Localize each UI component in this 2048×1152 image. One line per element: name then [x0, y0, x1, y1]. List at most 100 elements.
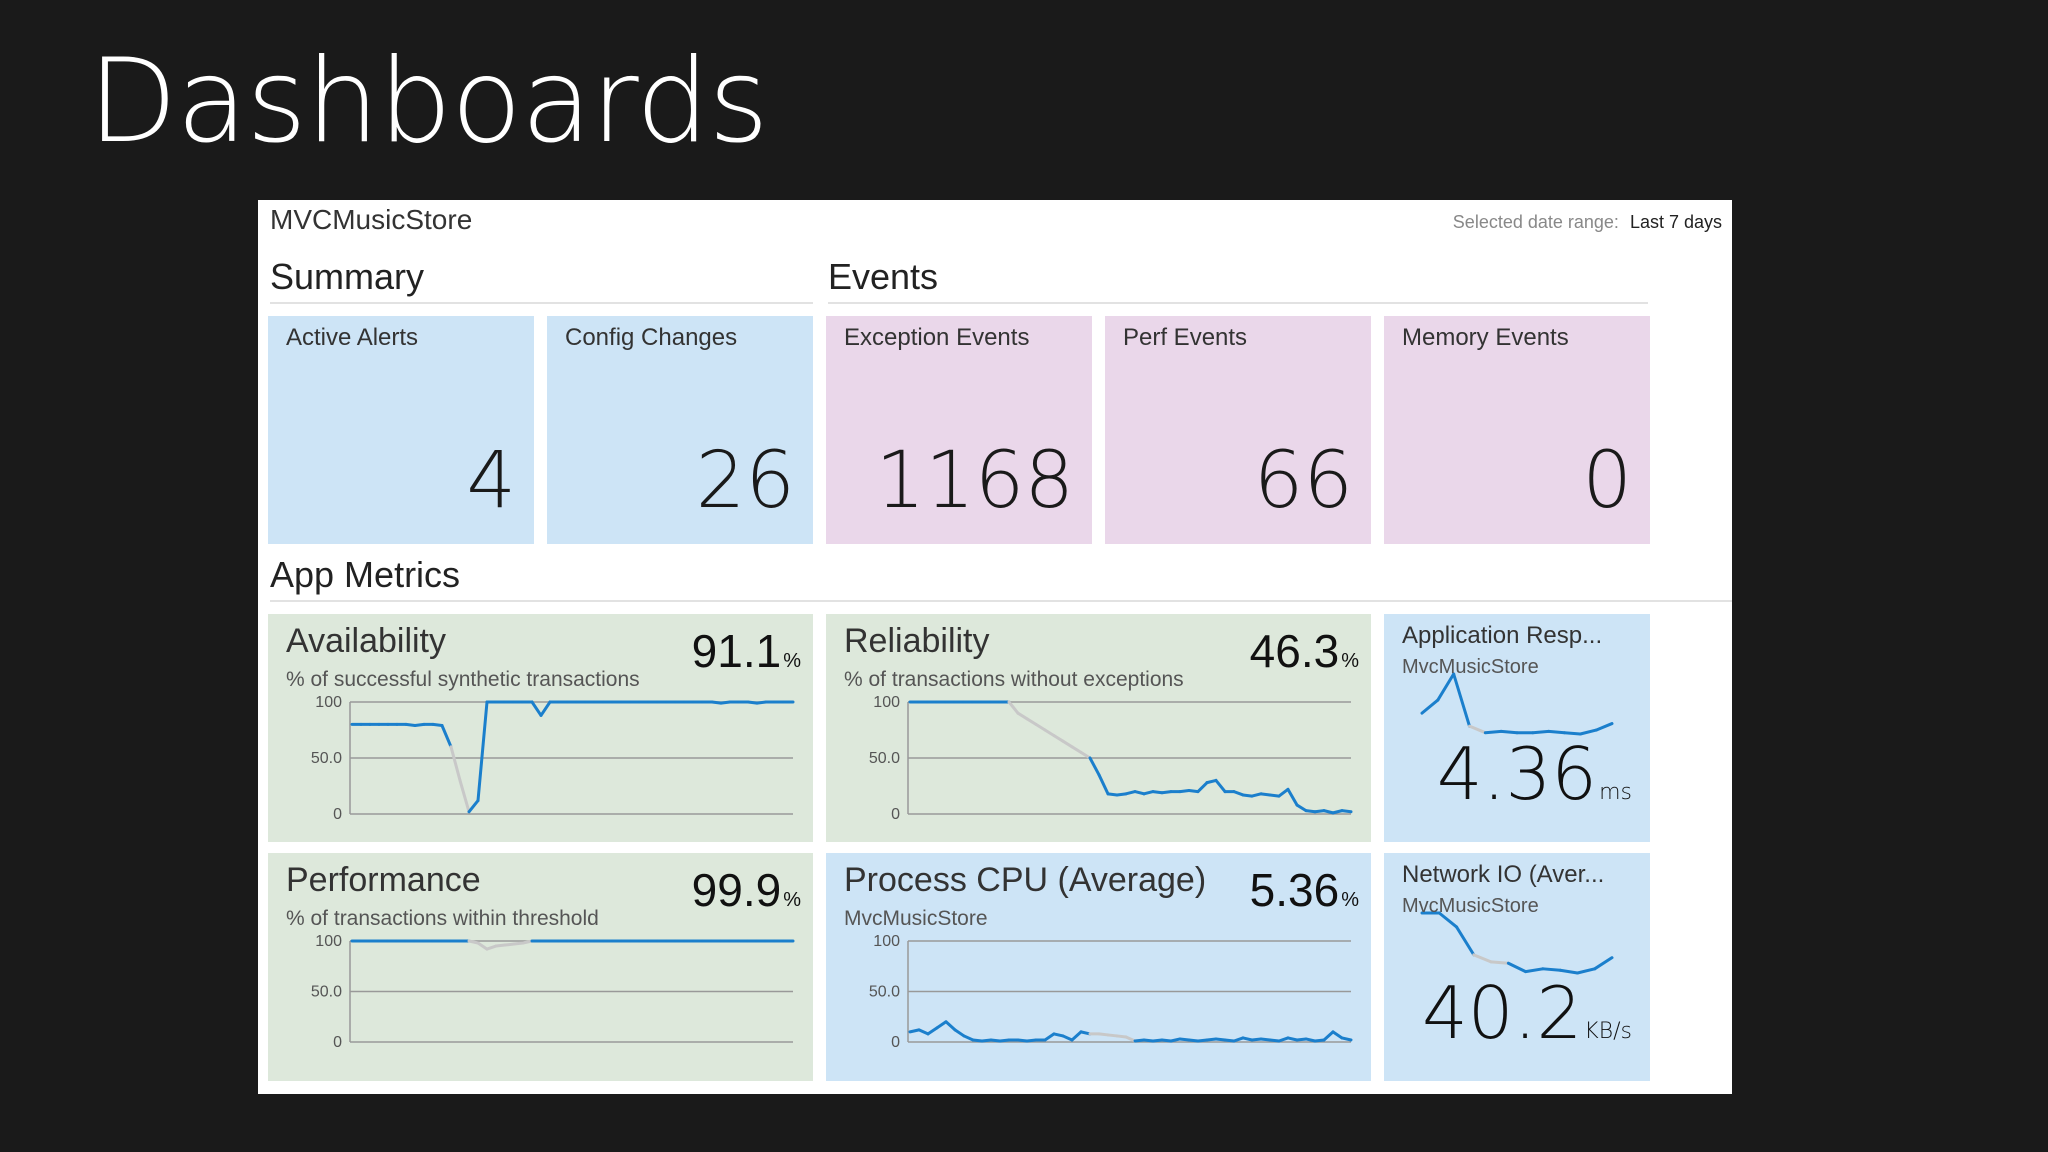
slide-title: Dashboards	[88, 34, 769, 169]
process-cpu-segment	[908, 1028, 921, 1034]
process-cpu-chart: 100 50.0 0	[869, 933, 1353, 1051]
reliability-chart: 100 50.0 0	[869, 694, 1353, 823]
reliability-segment	[1133, 790, 1146, 796]
process-cpu-segment	[1169, 1037, 1182, 1043]
network-io-sparkline	[1420, 911, 1614, 975]
network-io-segment	[1524, 967, 1545, 974]
reliability-segment	[1097, 773, 1110, 796]
tile-label: Perf Events	[1123, 324, 1248, 351]
tile-value: 1168	[875, 436, 1074, 526]
process-cpu-segment	[1124, 1035, 1137, 1043]
process-cpu-segment	[1043, 1032, 1056, 1042]
performance-chart: 100 50.0 0	[311, 933, 795, 1051]
metric-number: 46.3	[1249, 625, 1340, 677]
process-cpu-segment	[998, 1038, 1011, 1043]
process-cpu-segment	[1286, 1036, 1299, 1042]
y-tick-label: 0	[891, 1034, 900, 1051]
reliability-segment	[1070, 745, 1083, 754]
availability-segment	[530, 700, 543, 717]
tile-memory-events[interactable]: Memory Events 0	[1384, 316, 1650, 544]
tile-label: Exception Events	[844, 324, 1030, 351]
y-tick-label: 0	[333, 1034, 342, 1051]
network-io-segment	[1593, 956, 1614, 971]
reliability-segment	[1115, 792, 1128, 797]
process-cpu-segment	[1268, 1038, 1281, 1043]
reliability-segment	[1151, 790, 1164, 795]
metric-unit: %	[783, 650, 801, 672]
performance-segment	[485, 944, 498, 951]
reliability-segment	[1025, 717, 1038, 726]
process-cpu-segment	[1160, 1038, 1173, 1043]
tile-perf-events[interactable]: Perf Events 66	[1105, 316, 1371, 544]
small-tile-value: 40.2KB/s	[1422, 971, 1632, 1055]
tile-exception-events[interactable]: Exception Events 1168	[826, 316, 1092, 544]
metric-process-cpu[interactable]: 100 50.0 0 Process CPU (Average) MvcMusicS…	[826, 853, 1371, 1081]
metric-number: 99.9	[691, 864, 782, 916]
tile-application-response[interactable]: Application Resp... MvcMusicStore 4.36ms	[1384, 614, 1650, 842]
y-tick-label: 50.0	[869, 750, 900, 767]
tile-label: Config Changes	[565, 324, 738, 351]
application-response-segment	[1547, 729, 1566, 735]
metric-number: 5.36	[1249, 864, 1340, 916]
availability-segment	[404, 722, 417, 728]
y-tick-label: 50.0	[311, 984, 342, 1001]
metric-subtitle: % of successful synthetic transactions	[286, 668, 640, 691]
availability-segment	[440, 724, 453, 749]
small-tile-unit: KB/s	[1584, 1019, 1632, 1044]
process-cpu-segment	[926, 1026, 939, 1036]
process-cpu-segment	[980, 1038, 993, 1043]
reliability-segment	[1088, 756, 1101, 777]
availability-segment	[467, 799, 480, 814]
reliability-segment	[1295, 803, 1308, 813]
small-tile-number: 4.36	[1436, 732, 1598, 816]
tile-active-alerts[interactable]: Active Alerts 4	[268, 316, 534, 544]
small-tile-number: 40.2	[1421, 971, 1583, 1055]
network-io-segment	[1541, 967, 1562, 972]
application-response-segment	[1452, 672, 1471, 728]
application-response-segment	[1420, 698, 1440, 715]
availability-segment	[755, 700, 768, 705]
network-io-segment	[1455, 925, 1476, 957]
metric-unit: %	[1341, 650, 1359, 672]
availability-segment	[719, 700, 732, 705]
process-cpu-segment	[1133, 1038, 1146, 1043]
process-cpu-segment	[1250, 1037, 1263, 1042]
performance-segment	[476, 941, 489, 951]
process-cpu-segment	[989, 1038, 1002, 1043]
reliability-segment	[1250, 792, 1263, 798]
process-cpu-segment	[1214, 1037, 1227, 1042]
application-response-sparkline	[1420, 672, 1614, 736]
y-tick-label: 0	[333, 806, 342, 823]
section-summary: Summary	[270, 256, 813, 304]
metric-title: Performance	[286, 861, 481, 899]
process-cpu-segment	[1070, 1030, 1083, 1042]
reliability-segment	[1016, 711, 1029, 721]
tile-config-changes[interactable]: Config Changes 26	[547, 316, 813, 544]
reliability-segment	[1214, 778, 1227, 794]
process-cpu-segment	[1340, 1036, 1353, 1042]
performance-segment	[521, 939, 534, 945]
reliability-segment	[1277, 787, 1290, 798]
process-cpu-segment	[1115, 1034, 1128, 1039]
date-range-value[interactable]: Last 7 days	[1629, 212, 1722, 232]
reliability-segment	[1124, 790, 1137, 796]
application-response-segment	[1578, 728, 1598, 736]
date-range[interactable]: Selected date range: Last 7 days	[1453, 212, 1722, 233]
y-tick-label: 50.0	[869, 984, 900, 1001]
tile-label: Memory Events	[1402, 324, 1569, 351]
process-cpu-segment	[935, 1020, 948, 1030]
network-io-segment	[1558, 968, 1579, 975]
performance-segment	[494, 943, 507, 948]
y-tick-label: 100	[315, 933, 342, 950]
tile-network-io[interactable]: Network IO (Aver... MvcMusicStore 40.2KB…	[1384, 853, 1650, 1081]
metric-availability[interactable]: 100 50.0 0 Availability % of successful sy…	[268, 614, 813, 842]
process-cpu-segment	[1232, 1036, 1245, 1043]
metric-performance[interactable]: 100 50.0 0 Performance % of transactions w…	[268, 853, 813, 1081]
metric-reliability[interactable]: 100 50.0 0 Reliability % of transactions w…	[826, 614, 1371, 842]
network-io-segment	[1472, 953, 1493, 964]
network-io-segment	[1437, 911, 1459, 929]
app-name: MVCMusicStore	[270, 204, 473, 235]
reliability-segment	[1187, 788, 1200, 794]
process-cpu-segment	[1106, 1033, 1119, 1038]
reliability-segment	[1331, 809, 1344, 815]
